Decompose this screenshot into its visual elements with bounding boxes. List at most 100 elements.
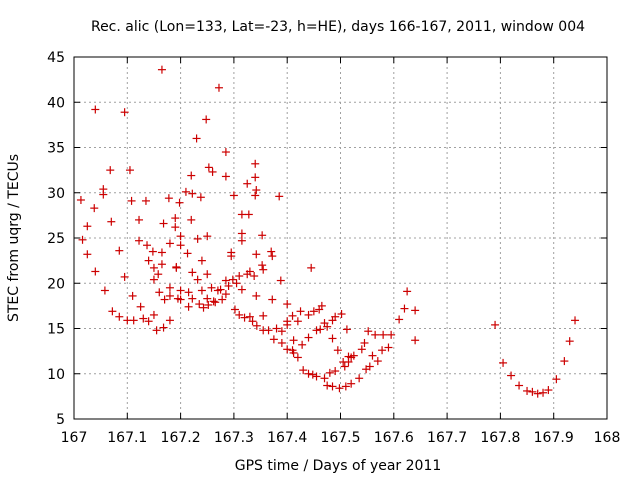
x-tick-label: 168 [594, 430, 621, 446]
data-point [181, 187, 190, 196]
data-point [344, 357, 353, 366]
data-point [320, 374, 329, 383]
data-point [192, 134, 201, 143]
data-point [499, 358, 508, 367]
data-point [129, 316, 138, 325]
data-point [125, 166, 134, 175]
data-point [152, 326, 161, 335]
data-point [268, 295, 277, 304]
data-point [188, 294, 197, 303]
data-point [176, 286, 185, 295]
data-point [221, 172, 230, 181]
data-point [230, 305, 239, 314]
x-tick-label: 167.4 [267, 430, 307, 446]
data-point [552, 375, 561, 384]
data-point [403, 287, 412, 296]
data-point [184, 302, 193, 311]
data-point [251, 173, 260, 182]
x-tick-label: 167.3 [214, 430, 254, 446]
y-tick-label: 40 [47, 95, 65, 111]
data-point [288, 311, 297, 320]
data-point [197, 286, 206, 295]
data-point [187, 215, 196, 224]
data-point [127, 196, 136, 205]
y-tick-label: 5 [56, 412, 65, 428]
data-point [304, 310, 313, 319]
data-point [267, 247, 276, 256]
data-point [90, 204, 99, 213]
data-point [240, 313, 249, 322]
data-point [323, 381, 332, 390]
data-point [149, 310, 158, 319]
data-point [165, 283, 174, 292]
data-point [384, 343, 393, 352]
data-point [347, 379, 356, 388]
data-point [91, 105, 100, 114]
data-point [115, 246, 124, 255]
data-point [357, 345, 366, 354]
data-point [196, 193, 205, 202]
y-tick-label: 30 [47, 186, 65, 202]
data-point [252, 186, 261, 195]
data-point [387, 330, 396, 339]
data-point [83, 250, 92, 259]
data-point [108, 307, 117, 316]
data-point [187, 171, 196, 180]
data-point [507, 371, 516, 380]
data-point [188, 189, 197, 198]
x-tick-label: 167.9 [534, 430, 574, 446]
data-point [115, 312, 124, 321]
data-point [188, 268, 197, 277]
x-tick-label: 167.6 [374, 430, 414, 446]
data-point [250, 272, 259, 281]
data-point [195, 300, 204, 309]
data-point [400, 304, 409, 313]
data-point [157, 260, 166, 269]
data-point [331, 367, 340, 376]
data-point [269, 335, 278, 344]
data-point [533, 389, 542, 398]
data-point [120, 272, 129, 281]
data-point [411, 336, 420, 345]
data-point [135, 215, 144, 224]
data-point [308, 370, 317, 379]
data-point [232, 279, 241, 288]
data-point [299, 366, 308, 375]
data-point [296, 307, 305, 316]
data-point [221, 148, 230, 157]
data-point [317, 301, 326, 310]
data-point [293, 317, 302, 326]
data-point [368, 351, 377, 360]
data-point [544, 386, 553, 395]
data-point [141, 196, 150, 205]
data-point [316, 325, 325, 334]
data-point [283, 345, 292, 354]
data-point [235, 272, 244, 281]
data-point [193, 234, 202, 243]
data-point [328, 382, 337, 391]
data-point [144, 256, 153, 265]
data-point [248, 317, 257, 326]
data-point [309, 307, 318, 316]
x-tick-label: 167 [61, 430, 88, 446]
data-point [411, 306, 420, 315]
data-point [148, 247, 157, 256]
plot-frame [73, 56, 608, 420]
grid [74, 57, 607, 419]
data-point [228, 275, 237, 284]
data-point [235, 310, 244, 319]
data-point [373, 357, 382, 366]
data-point [214, 83, 223, 92]
data-point [149, 263, 158, 272]
data-point [203, 232, 212, 241]
y-tick-label: 15 [47, 322, 65, 338]
data-point [197, 256, 206, 265]
y-tick-label: 10 [47, 367, 65, 383]
data-point [83, 222, 92, 231]
data-point [378, 346, 387, 355]
data-point [165, 291, 174, 300]
data-point [307, 263, 316, 272]
data-point [379, 330, 388, 339]
y-axis-label: STEC from uqrg / TECUs [6, 154, 22, 322]
